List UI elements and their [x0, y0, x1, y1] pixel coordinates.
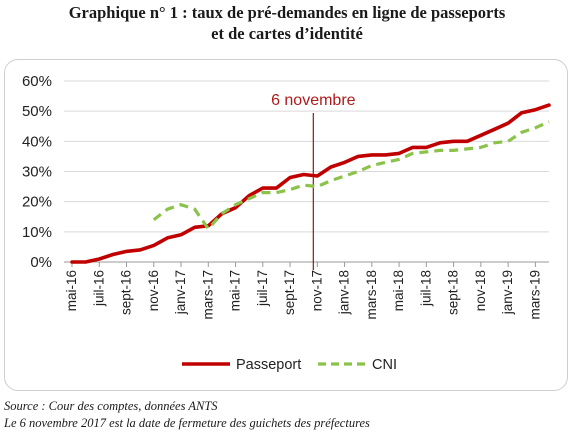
x-tick-label: juil-17 [255, 270, 270, 307]
series-lines [70, 103, 551, 264]
annotation-group: 6 novembre [271, 92, 356, 270]
x-tick-label: mai-17 [228, 270, 243, 311]
y-tick-label: 30% [22, 164, 52, 181]
x-tick-label: janv-19 [500, 270, 515, 315]
x-tick-label: mai-16 [64, 270, 79, 311]
y-tick-label: 0% [30, 254, 52, 271]
chart-title-line1: Graphique n° 1 : taux de pré-demandes en… [68, 3, 506, 22]
legend: Passeport CNI [182, 357, 397, 373]
chart-title-line2: et de cartes d’identité [211, 24, 363, 43]
x-tick-label: sept-18 [446, 270, 461, 315]
y-tick-label: 40% [22, 133, 52, 150]
source-line: Source : Cour des comptes, données ANTS [4, 399, 218, 413]
x-tick-label: sept-16 [119, 270, 134, 315]
annotation-label: 6 novembre [271, 92, 356, 109]
x-tick-label: juil-16 [91, 270, 106, 307]
chart-title: Graphique n° 1 : taux de pré-demandes en… [0, 2, 574, 44]
x-tick-label: janv-17 [173, 270, 188, 315]
x-tick-label: mars-19 [527, 270, 542, 320]
y-tick-label: 50% [22, 103, 52, 120]
source-note: Source : Cour des comptes, données ANTS … [4, 398, 570, 432]
x-tick-label: mars-17 [200, 270, 215, 320]
x-tick-label: mai-18 [391, 270, 406, 311]
chart-frame [4, 59, 568, 391]
x-tick-label: mars-18 [364, 270, 379, 320]
x-tick-label: nov-18 [473, 270, 488, 311]
y-tick-label: 20% [22, 194, 52, 211]
x-tick-label: sept-17 [282, 270, 297, 315]
note-line: Le 6 novembre 2017 est la date de fermet… [4, 416, 370, 430]
x-tick-label: nov-16 [146, 270, 161, 311]
y-tick-label: 10% [22, 224, 52, 241]
legend-label-cni: CNI [372, 357, 397, 373]
legend-label-passeport: Passeport [236, 357, 301, 373]
series-line-cni [152, 120, 550, 231]
x-tick-label: juil-18 [418, 270, 433, 307]
y-tick-label: 60% [22, 73, 52, 90]
x-axis-ticks: mai-16 juil-16 sept-16 nov-16 janv-17 mars-17… [64, 262, 542, 320]
x-tick-label: janv-18 [337, 270, 352, 315]
y-axis-ticks: 0% 10% 20% 30% 40% 50% 60% [22, 73, 52, 271]
x-tick-label: nov-17 [309, 270, 324, 311]
series-line-passeport [70, 103, 551, 264]
